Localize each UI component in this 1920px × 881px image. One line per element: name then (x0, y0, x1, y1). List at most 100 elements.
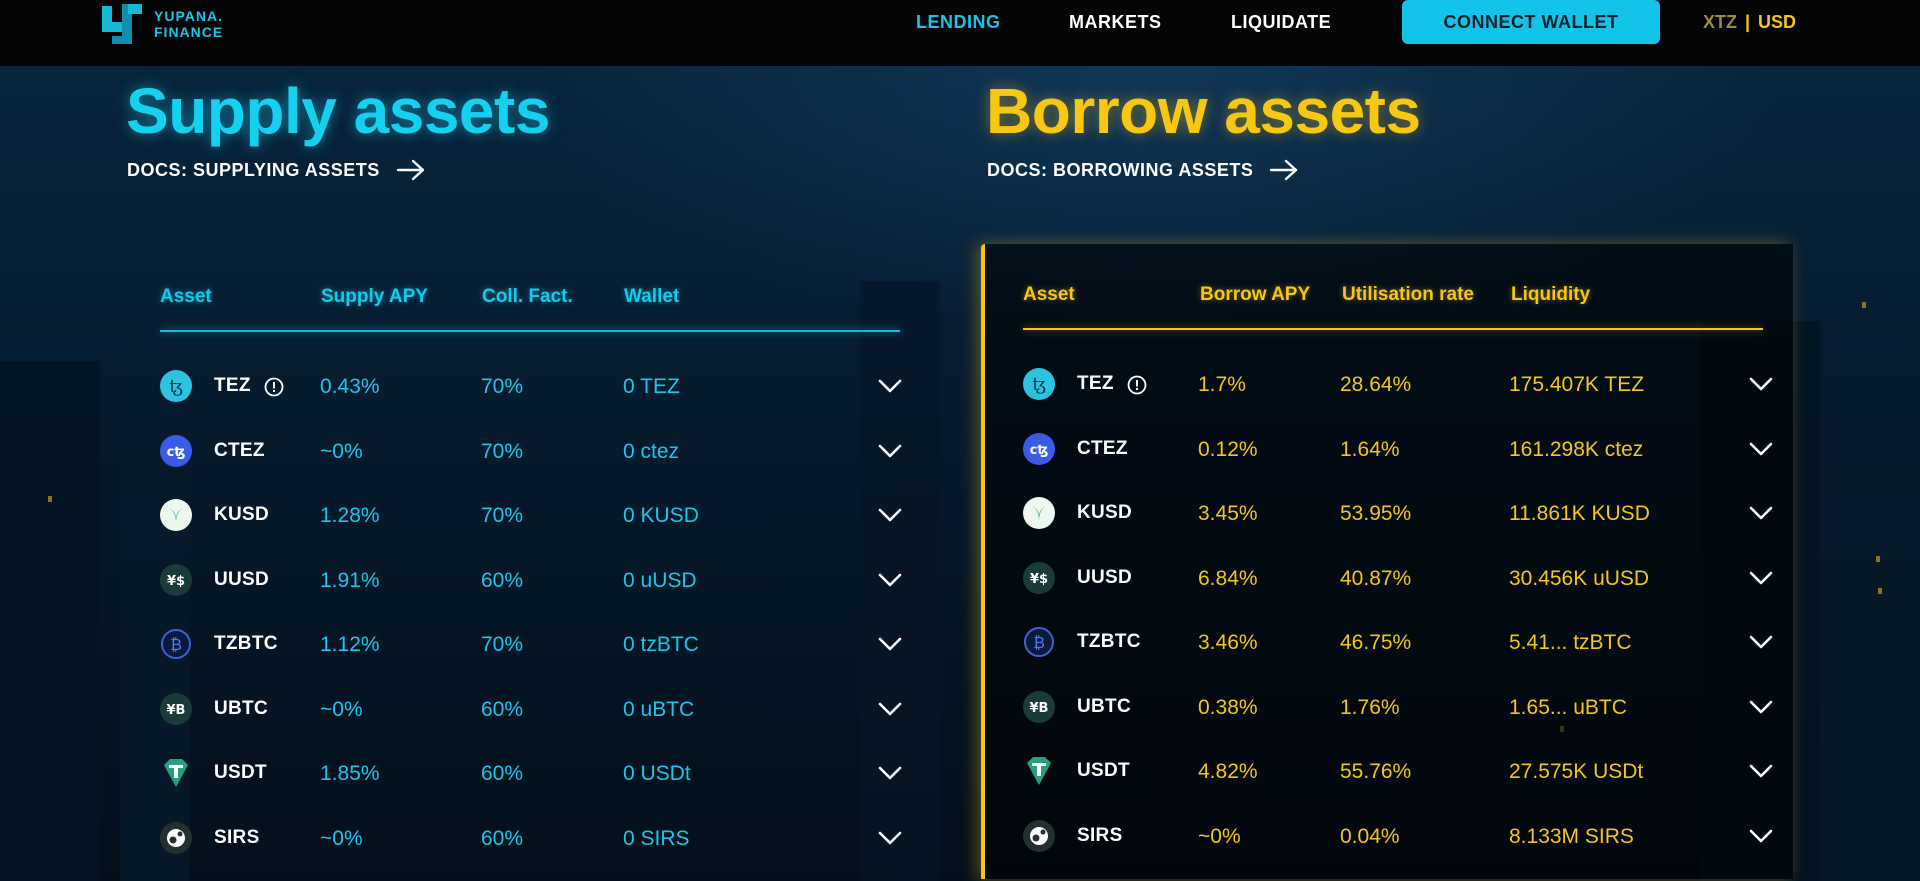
asset-name: UUSD (1077, 566, 1133, 588)
supply-apy-value: 1.91% (320, 568, 380, 592)
chevron-down-icon[interactable] (1749, 376, 1773, 392)
supply-row-uusd[interactable]: ¥$ UUSD 1.91% 60% 0 uUSD (160, 560, 920, 600)
asset-name: SIRS (1077, 824, 1123, 846)
nav-markets-link[interactable]: MARKETS (1069, 11, 1162, 32)
liquidity-value: 175.407K TEZ (1509, 373, 1645, 396)
borrow-apy-value: 3.45% (1198, 502, 1258, 525)
liquidity-value: 161.298K ctez (1509, 437, 1644, 461)
utilisation-rate-value: 0.04% (1340, 824, 1400, 848)
borrow-row-tzbtc[interactable]: ₿ TZBTC 3.46% 46.75% 5.41... tzBTC (1023, 622, 1783, 662)
header-liquidity: Liquidity (1511, 284, 1591, 305)
header-asset: Asset (1023, 284, 1075, 305)
info-icon[interactable] (1127, 375, 1147, 395)
svg-text:₿: ₿ (170, 635, 182, 654)
borrow-row-kusd[interactable]: KUSD 3.45% 53.95% 11.861K KUSD (1023, 493, 1783, 533)
tzbtc-icon: ₿ (160, 628, 192, 660)
utilisation-rate-value: 46.75% (1340, 631, 1412, 654)
supply-row-ctez[interactable]: cꜩ CTEZ ~0% 70% 0 ctez (160, 431, 920, 471)
chevron-down-icon[interactable] (878, 378, 902, 394)
coll-fact-value: 60% (481, 762, 524, 785)
svg-text:₿: ₿ (1033, 633, 1045, 652)
borrow-row-ubtc[interactable]: ¥B UBTC 0.38% 1.76% 1.65... uBTC (1023, 687, 1783, 727)
supply-apy-value: 1.28% (320, 504, 380, 527)
borrow-row-usdt[interactable]: USDT 4.82% 55.76% 27.575K USDt (1023, 751, 1783, 791)
nav-lending-link[interactable]: LENDING (916, 11, 1001, 32)
utilisation-rate-value: 1.64% (1340, 437, 1400, 461)
supply-table-header: Asset Supply APY Coll. Fact. Wallet (160, 286, 900, 308)
yupana-logo[interactable]: YUPANA. FINANCE (100, 2, 223, 46)
uusd-icon: ¥$ (1023, 561, 1055, 594)
borrow-apy-value: 0.12% (1198, 437, 1258, 461)
supply-row-tzbtc[interactable]: ₿ TZBTC 1.12% 70% 0 tzBTC (160, 624, 920, 664)
sirs-icon (160, 821, 192, 854)
supply-row-tez[interactable]: ꜩ TEZ 0.43% 70% 0 TEZ (160, 366, 920, 406)
supply-row-sirs[interactable]: SIRS ~0% 60% 0 SIRS (160, 818, 920, 858)
currency-xtz-option[interactable]: XTZ (1703, 11, 1737, 32)
chevron-down-icon[interactable] (878, 636, 902, 652)
borrow-row-sirs[interactable]: SIRS ~0% 0.04% 8.133M SIRS (1023, 816, 1783, 856)
chevron-down-icon[interactable] (878, 765, 902, 781)
supply-header-divider (160, 330, 900, 332)
coll-fact-value: 70% (481, 504, 524, 527)
supply-apy-value: ~0% (320, 697, 363, 721)
liquidity-value: 11.861K KUSD (1509, 502, 1650, 525)
supply-row-ubtc[interactable]: ¥B UBTC ~0% 60% 0 uBTC (160, 689, 920, 729)
wallet-balance-value: 0 ctez (623, 439, 680, 463)
asset-name: CTEZ (214, 439, 265, 461)
nav-liquidate-link[interactable]: LIQUIDATE (1231, 11, 1332, 32)
borrow-row-ctez[interactable]: cꜩ CTEZ 0.12% 1.64% 161.298K ctez (1023, 429, 1783, 469)
docs-supplying-assets-link[interactable]: DOCS: SUPPLYING ASSETS (127, 156, 426, 184)
wallet-balance-value: 0 uBTC (623, 697, 695, 721)
chevron-down-icon[interactable] (1749, 699, 1773, 715)
chevron-down-icon[interactable] (878, 701, 902, 717)
currency-separator: | (1745, 11, 1751, 32)
chevron-down-icon[interactable] (1749, 441, 1773, 457)
info-icon[interactable] (264, 377, 284, 397)
chevron-down-icon[interactable] (878, 507, 902, 523)
asset-name: USDT (214, 762, 267, 783)
uusd-icon: ¥$ (160, 563, 192, 596)
currency-usd-option[interactable]: USD (1758, 11, 1797, 32)
wallet-balance-value: 0 SIRS (623, 826, 690, 850)
asset-name: CTEZ (1077, 437, 1128, 459)
chevron-down-icon[interactable] (1749, 828, 1773, 844)
arrow-right-icon (396, 159, 424, 181)
ctez-icon: cꜩ (1023, 432, 1055, 465)
borrow-assets-table: Asset Borrow APY Utilisation rate Liquid… (981, 244, 1793, 879)
chevron-down-icon[interactable] (1749, 634, 1773, 650)
chevron-down-icon[interactable] (878, 572, 902, 588)
liquidity-value: 8.133M SIRS (1509, 824, 1634, 848)
asset-name: USDT (1077, 760, 1130, 781)
connect-wallet-button[interactable]: CONNECT WALLET (1402, 0, 1660, 44)
borrow-apy-value: 6.84% (1198, 566, 1258, 590)
yupana-logo-icon (100, 2, 144, 46)
chevron-down-icon[interactable] (1749, 570, 1773, 586)
chevron-down-icon[interactable] (1749, 505, 1773, 521)
usdt-icon (160, 757, 192, 789)
header-asset: Asset (160, 286, 212, 307)
supply-row-usdt[interactable]: USDT 1.85% 60% 0 USDt (160, 753, 920, 793)
chevron-down-icon[interactable] (1749, 763, 1773, 779)
borrow-row-tez[interactable]: ꜩ TEZ 1.7% 28.64% 175.407K TEZ (1023, 364, 1783, 404)
wallet-balance-value: 0 uUSD (623, 568, 697, 592)
borrow-apy-value: ~0% (1198, 824, 1241, 848)
utilisation-rate-value: 40.87% (1340, 566, 1412, 590)
borrow-apy-value: 1.7% (1198, 373, 1246, 396)
chevron-down-icon[interactable] (878, 830, 902, 846)
borrow-row-uusd[interactable]: ¥$ UUSD 6.84% 40.87% 30.456K uUSD (1023, 558, 1783, 598)
svg-text:¥$: ¥$ (167, 574, 185, 589)
supply-row-kusd[interactable]: KUSD 1.28% 70% 0 KUSD (160, 495, 920, 535)
borrow-table-header: Asset Borrow APY Utilisation rate Liquid… (1023, 284, 1763, 306)
header-supply-apy: Supply APY (321, 286, 428, 307)
supply-assets-title: Supply assets (126, 75, 550, 147)
utilisation-rate-value: 1.76% (1340, 695, 1400, 719)
coll-fact-value: 60% (481, 697, 524, 721)
tez-icon: ꜩ (1023, 368, 1055, 400)
chevron-down-icon[interactable] (878, 443, 902, 459)
docs-borrowing-assets-link[interactable]: DOCS: BORROWING ASSETS (987, 156, 1299, 184)
svg-text:¥$: ¥$ (1030, 572, 1048, 587)
header-coll-fact: Coll. Fact. (482, 286, 573, 307)
asset-name: TEZ (1077, 373, 1114, 394)
wallet-balance-value: 0 TEZ (623, 375, 680, 398)
docs-borrowing-label: DOCS: BORROWING ASSETS (987, 159, 1254, 180)
